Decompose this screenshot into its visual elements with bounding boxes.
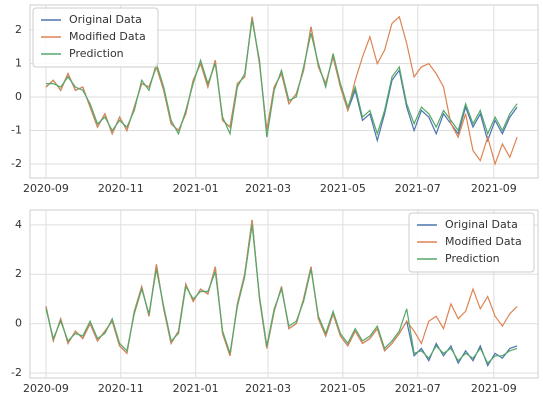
x-tick-label: 2020-11 (98, 382, 144, 395)
chart: 2020-09 2020-11 2021-01 2021-03 2021-05 2021-… (11, 4, 539, 195)
x-tick-label: 2021-07 (395, 382, 441, 395)
legend-box (32, 7, 159, 68)
x-tick-label: 2021-05 (320, 182, 366, 195)
x-tick-label: 2021-09 (471, 382, 517, 395)
series-line (46, 19, 518, 138)
y-tick-label: -2 (11, 157, 22, 170)
x-tick-label: 2021-09 (471, 182, 517, 195)
legend: Original Data Modified Data Prediction (32, 7, 159, 68)
y-tick-label: -2 (11, 366, 22, 379)
chart: 2020-09 2020-11 2021-01 2021-03 2021-05 2021-… (11, 209, 539, 395)
x-tick-label: 2021-03 (245, 382, 291, 395)
series-line (45, 15, 518, 166)
series-line (45, 224, 518, 365)
x-tick-label: 2021-01 (173, 382, 219, 395)
legend-label: Modified Data (69, 30, 146, 43)
legend-label: Original Data (445, 218, 518, 231)
x-tick-label: 2021-05 (320, 382, 366, 395)
y-tick-label: 2 (15, 23, 22, 36)
legend-label: Original Data (69, 13, 142, 26)
legend-label: Prediction (69, 47, 124, 60)
x-tick-label: 2021-01 (173, 182, 219, 195)
x-tick-label: 2020-09 (23, 382, 69, 395)
y-tick-label: 0 (15, 317, 22, 330)
y-tick-label: 1 (15, 57, 22, 70)
x-tick-label: 2020-11 (98, 182, 144, 195)
y-tick-label: 2 (15, 267, 22, 280)
x-tick-label: 2021-07 (395, 182, 441, 195)
legend-label: Modified Data (445, 235, 522, 248)
legend-box (408, 212, 535, 273)
series-line (45, 219, 518, 356)
x-tick-label: 2020-09 (23, 182, 69, 195)
y-tick-label: 4 (15, 218, 22, 231)
y-tick-label: -1 (11, 123, 22, 136)
legend-label: Prediction (445, 252, 500, 265)
y-tick-label: 0 (15, 90, 22, 103)
legend: Original Data Modified Data Prediction (408, 212, 535, 273)
x-tick-label: 2021-03 (245, 182, 291, 195)
